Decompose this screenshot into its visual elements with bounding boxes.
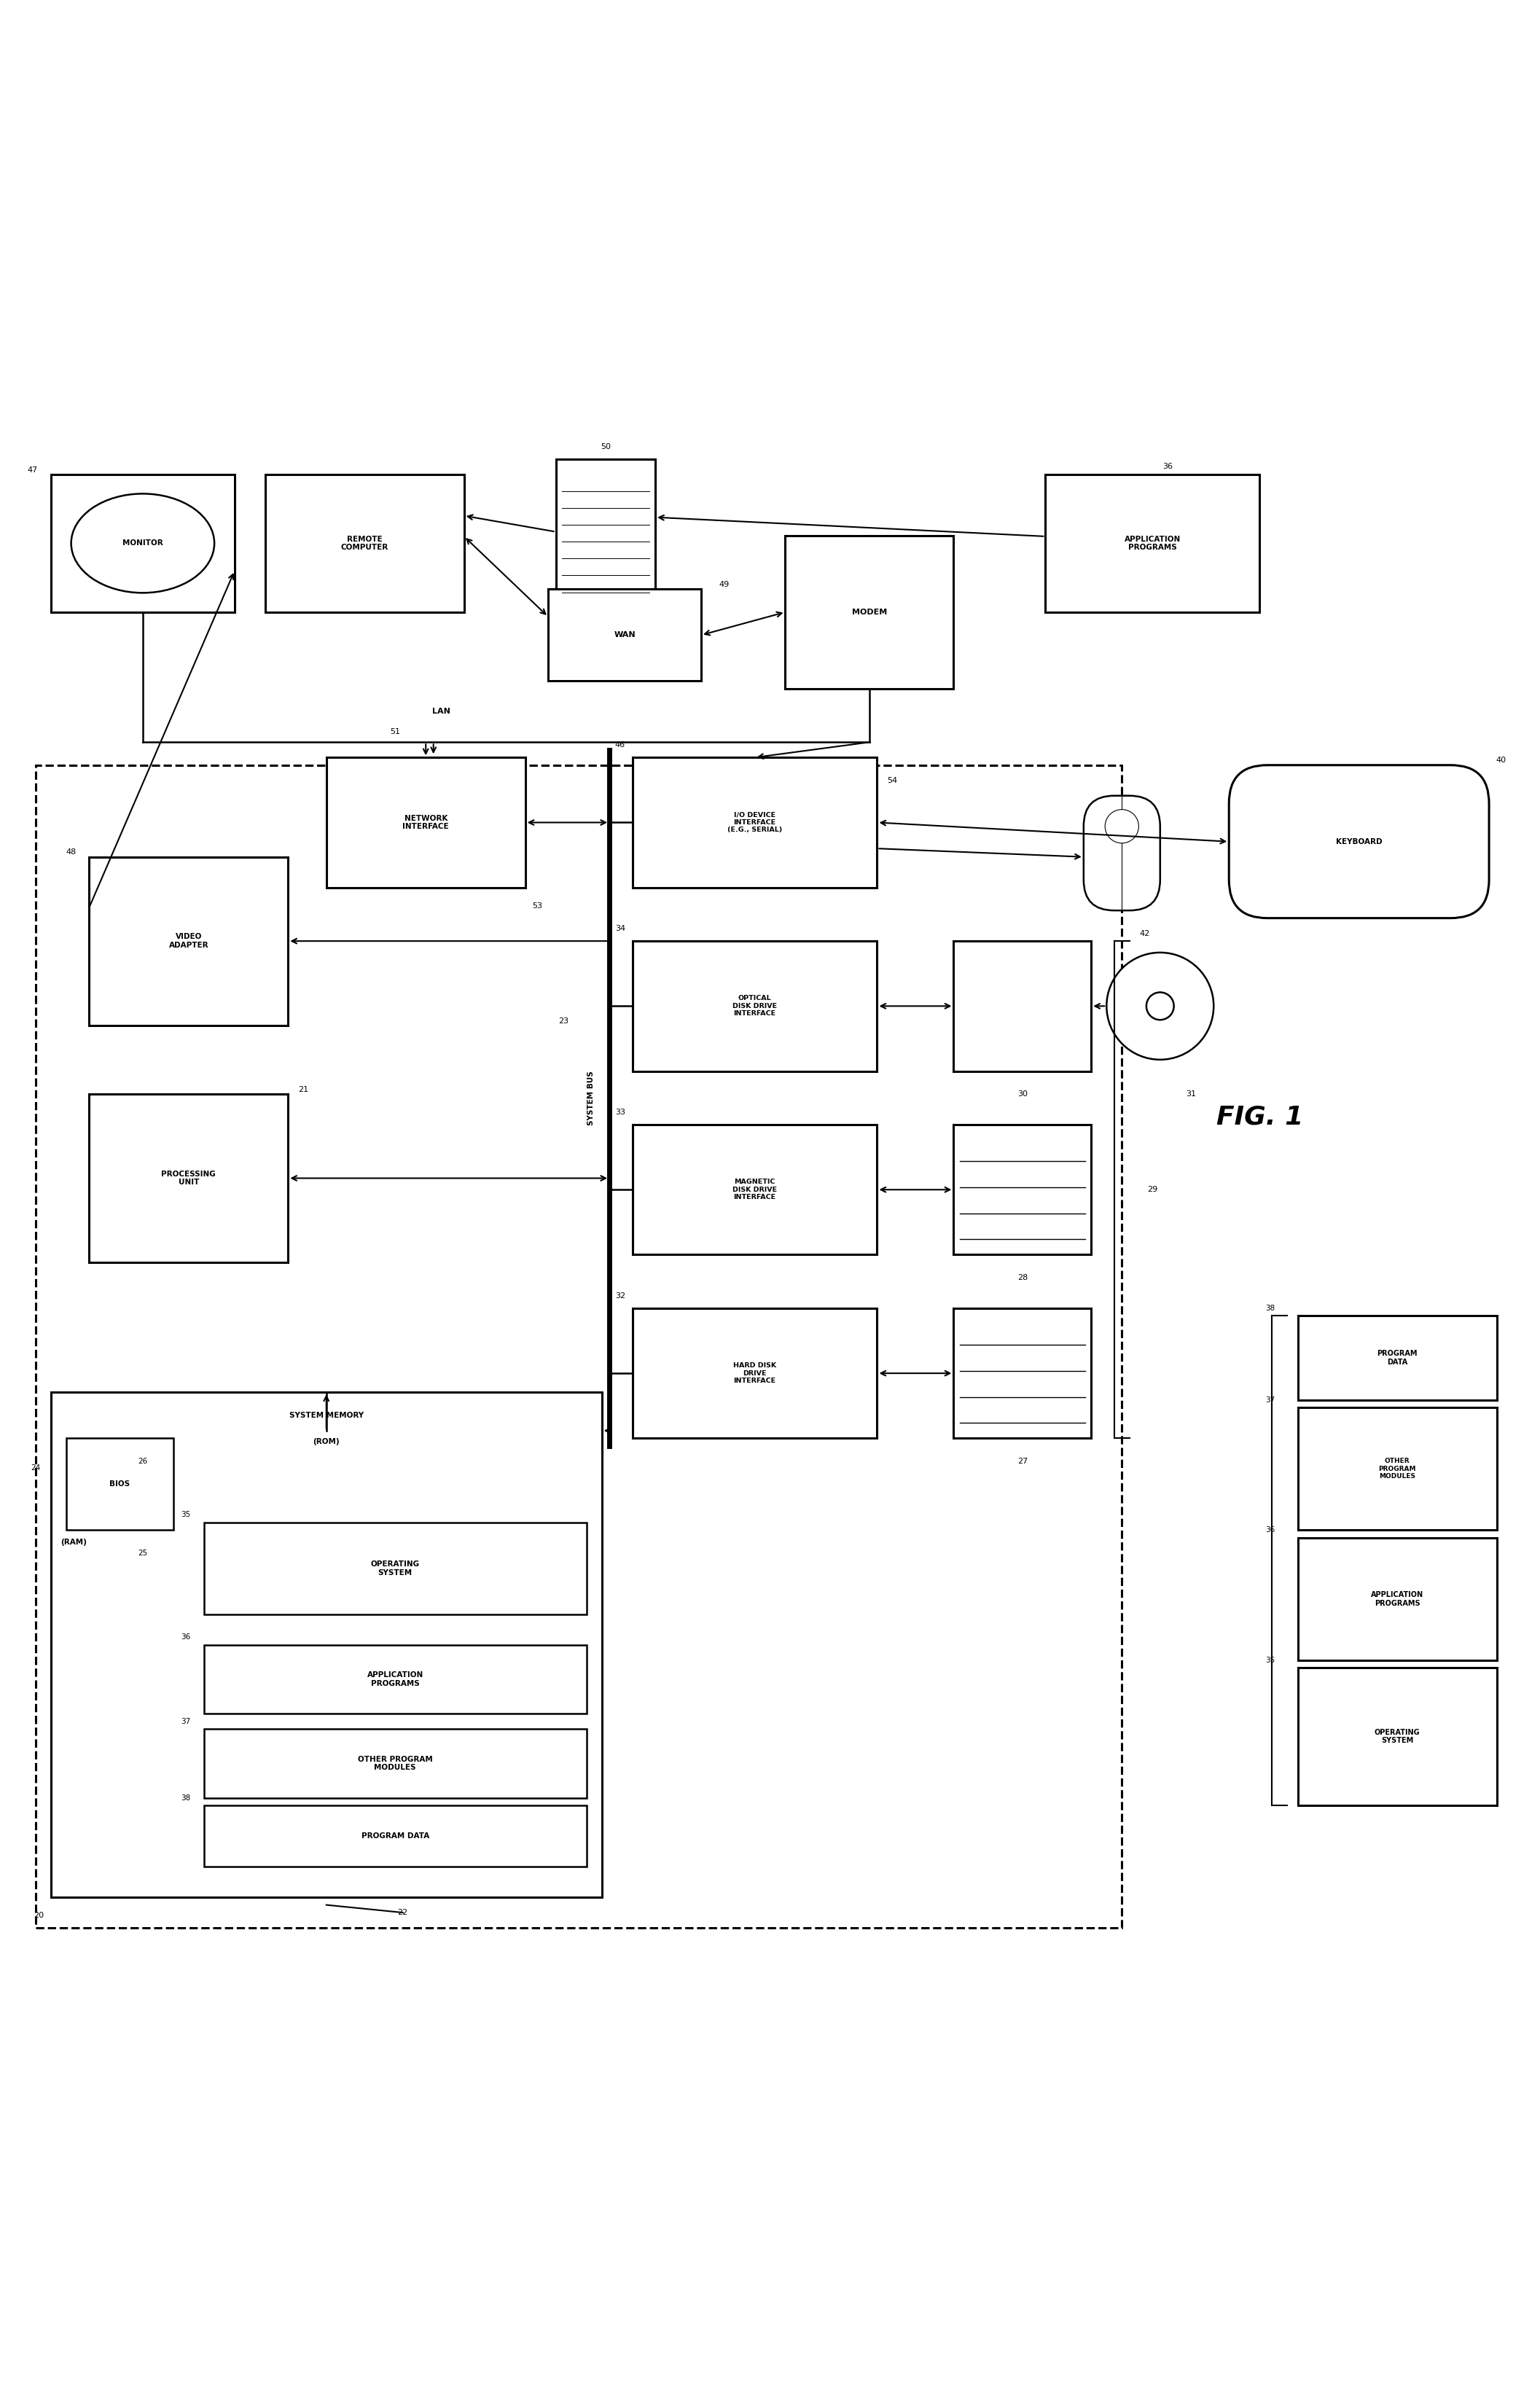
Text: 35: 35 <box>1266 1657 1275 1664</box>
Text: HARD DISK
DRIVE
INTERFACE: HARD DISK DRIVE INTERFACE <box>733 1363 776 1384</box>
FancyBboxPatch shape <box>1046 475 1260 611</box>
FancyBboxPatch shape <box>633 1308 878 1439</box>
Text: 32: 32 <box>614 1291 625 1299</box>
Text: 38: 38 <box>180 1795 191 1802</box>
FancyBboxPatch shape <box>203 1805 587 1867</box>
Text: SYSTEM MEMORY: SYSTEM MEMORY <box>290 1411 363 1418</box>
Text: (ROM): (ROM) <box>313 1437 340 1444</box>
Text: LAN: LAN <box>433 709 450 716</box>
Text: 37: 37 <box>180 1719 191 1726</box>
Text: 50: 50 <box>601 444 611 451</box>
Text: OPERATING
SYSTEM: OPERATING SYSTEM <box>371 1561 419 1575</box>
Text: APPLICATION
PROGRAMS: APPLICATION PROGRAMS <box>1124 535 1181 551</box>
Text: 49: 49 <box>719 580 730 587</box>
Text: 29: 29 <box>1147 1186 1158 1194</box>
FancyBboxPatch shape <box>203 1523 587 1614</box>
FancyBboxPatch shape <box>89 1093 288 1263</box>
Text: APPLICATION
PROGRAMS: APPLICATION PROGRAMS <box>1371 1592 1423 1606</box>
Text: 25: 25 <box>139 1549 148 1556</box>
FancyBboxPatch shape <box>66 1439 174 1530</box>
FancyBboxPatch shape <box>1084 795 1160 909</box>
Text: OTHER
PROGRAM
MODULES: OTHER PROGRAM MODULES <box>1378 1458 1415 1480</box>
Text: 47: 47 <box>28 465 38 473</box>
Text: I/O DEVICE
INTERFACE
(E.G., SERIAL): I/O DEVICE INTERFACE (E.G., SERIAL) <box>727 812 782 833</box>
Text: PROGRAM
DATA: PROGRAM DATA <box>1377 1351 1417 1365</box>
Text: FIG. 1: FIG. 1 <box>1217 1105 1303 1129</box>
Text: 40: 40 <box>1497 757 1506 764</box>
Text: 24: 24 <box>31 1466 40 1473</box>
Text: 33: 33 <box>614 1110 625 1117</box>
FancyBboxPatch shape <box>633 757 878 888</box>
Text: BIOS: BIOS <box>109 1480 129 1487</box>
Text: PROGRAM DATA: PROGRAM DATA <box>362 1833 430 1840</box>
Text: WAN: WAN <box>614 633 636 640</box>
FancyBboxPatch shape <box>326 757 525 888</box>
Text: MODEM: MODEM <box>852 609 887 616</box>
Text: MAGNETIC
DISK DRIVE
INTERFACE: MAGNETIC DISK DRIVE INTERFACE <box>733 1179 778 1201</box>
Ellipse shape <box>71 494 214 592</box>
FancyBboxPatch shape <box>785 535 953 687</box>
FancyBboxPatch shape <box>953 1124 1092 1256</box>
Text: 54: 54 <box>887 776 898 783</box>
Text: 51: 51 <box>390 728 400 735</box>
Text: MONITOR: MONITOR <box>123 539 163 547</box>
Text: APPLICATION
PROGRAMS: APPLICATION PROGRAMS <box>367 1671 424 1688</box>
Text: OPERATING
SYSTEM: OPERATING SYSTEM <box>1374 1728 1420 1745</box>
FancyBboxPatch shape <box>953 940 1092 1072</box>
Text: 53: 53 <box>533 902 542 909</box>
FancyBboxPatch shape <box>953 1308 1092 1439</box>
Text: VIDEO
ADAPTER: VIDEO ADAPTER <box>169 933 208 950</box>
Text: 36: 36 <box>1163 463 1173 470</box>
Text: 23: 23 <box>559 1017 568 1024</box>
Text: 42: 42 <box>1140 931 1150 938</box>
Text: 37: 37 <box>1266 1396 1275 1404</box>
Circle shape <box>1107 952 1214 1060</box>
Text: 38: 38 <box>1266 1306 1275 1313</box>
FancyBboxPatch shape <box>89 857 288 1024</box>
Text: 31: 31 <box>1186 1091 1197 1098</box>
Text: REMOTE
COMPUTER: REMOTE COMPUTER <box>340 535 388 551</box>
FancyBboxPatch shape <box>633 1124 878 1256</box>
Text: 22: 22 <box>397 1910 408 1917</box>
Text: OPTICAL
DISK DRIVE
INTERFACE: OPTICAL DISK DRIVE INTERFACE <box>733 995 778 1017</box>
Text: NETWORK
INTERFACE: NETWORK INTERFACE <box>402 814 450 831</box>
Text: 20: 20 <box>34 1912 43 1919</box>
Text: 27: 27 <box>1018 1458 1027 1466</box>
Text: KEYBOARD: KEYBOARD <box>1335 838 1383 845</box>
FancyBboxPatch shape <box>265 475 464 611</box>
FancyBboxPatch shape <box>548 590 701 680</box>
FancyBboxPatch shape <box>1298 1315 1497 1401</box>
Text: 36: 36 <box>1266 1525 1275 1535</box>
Text: 21: 21 <box>299 1086 308 1093</box>
Text: PROCESSING
UNIT: PROCESSING UNIT <box>162 1170 216 1186</box>
FancyBboxPatch shape <box>203 1728 587 1797</box>
FancyBboxPatch shape <box>1229 766 1489 919</box>
Text: (RAM): (RAM) <box>62 1540 86 1547</box>
Text: 46: 46 <box>614 742 625 750</box>
Text: 28: 28 <box>1018 1275 1027 1282</box>
FancyBboxPatch shape <box>51 475 234 611</box>
Text: 26: 26 <box>139 1458 148 1466</box>
Circle shape <box>1106 809 1138 843</box>
FancyBboxPatch shape <box>633 940 878 1072</box>
FancyBboxPatch shape <box>1298 1669 1497 1805</box>
Text: 30: 30 <box>1018 1091 1027 1098</box>
Text: OTHER PROGRAM
MODULES: OTHER PROGRAM MODULES <box>357 1754 433 1771</box>
FancyBboxPatch shape <box>556 458 654 604</box>
FancyBboxPatch shape <box>1298 1408 1497 1530</box>
Text: 35: 35 <box>180 1511 191 1518</box>
Text: 36: 36 <box>180 1633 191 1640</box>
FancyBboxPatch shape <box>1298 1537 1497 1659</box>
Text: SYSTEM BUS: SYSTEM BUS <box>587 1072 594 1124</box>
Circle shape <box>1146 993 1173 1019</box>
FancyBboxPatch shape <box>51 1392 602 1898</box>
Text: 48: 48 <box>66 850 75 857</box>
Text: 34: 34 <box>614 926 625 933</box>
FancyBboxPatch shape <box>203 1645 587 1714</box>
FancyBboxPatch shape <box>35 766 1121 1929</box>
